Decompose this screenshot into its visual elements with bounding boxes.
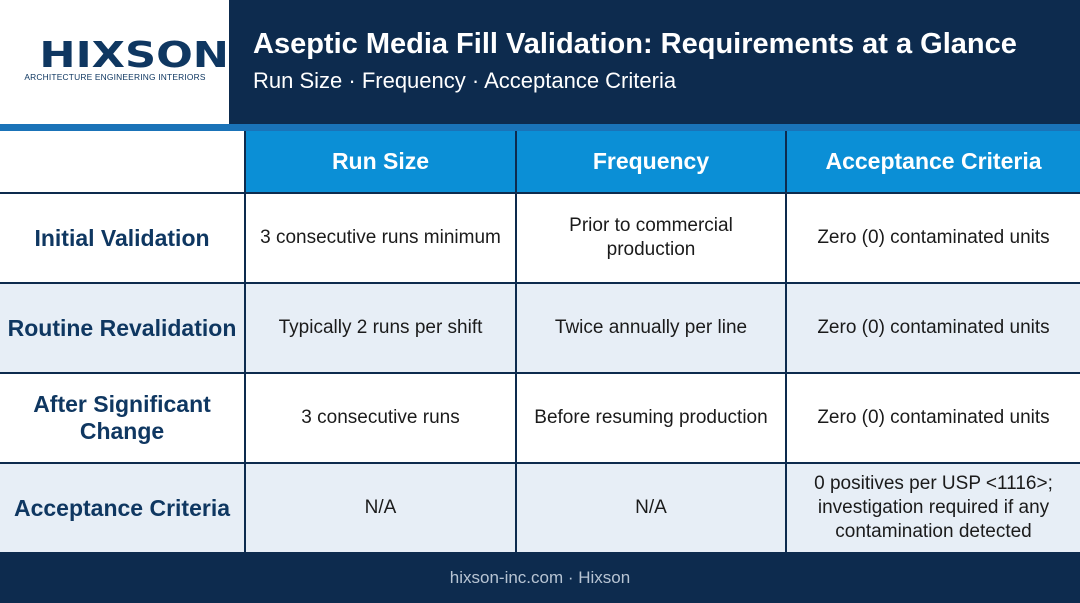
column-header-acceptance: Acceptance Criteria	[787, 131, 1080, 194]
hixson-logo: HIXSON	[39, 35, 229, 76]
run-size-cell: 3 consecutive runs	[246, 374, 517, 464]
frequency-cell: Twice annually per line	[517, 284, 787, 374]
frequency-cell: Before resuming production	[517, 374, 787, 464]
footer-text: hixson-inc.com · Hixson	[449, 567, 631, 587]
table-row: Routine Revalidation Typically 2 runs pe…	[0, 284, 1080, 374]
logo-tagline: ARCHITECTURE ENGINEERING INTERIORS	[24, 72, 206, 82]
run-size-cell: Typically 2 runs per shift	[246, 284, 517, 374]
run-size-cell: 3 consecutive runs minimum	[246, 194, 517, 284]
column-header-run-size: Run Size	[246, 131, 517, 194]
row-label: After Significant Change	[0, 374, 246, 464]
acceptance-cell: Zero (0) contaminated units	[787, 374, 1080, 464]
column-header-frequency: Frequency	[517, 131, 787, 194]
column-header-empty	[0, 131, 246, 194]
row-label: Initial Validation	[0, 194, 246, 284]
logo-panel: HIXSON ARCHITECTURE ENGINEERING INTERIOR…	[0, 0, 229, 124]
run-size-cell: N/A	[246, 464, 517, 552]
accent-divider	[0, 124, 1080, 131]
table-row: Acceptance Criteria N/A N/A 0 positives …	[0, 464, 1080, 552]
acceptance-cell: Zero (0) contaminated units	[787, 284, 1080, 374]
row-label: Routine Revalidation	[0, 284, 246, 374]
requirements-table: Run Size Frequency Acceptance Criteria I…	[0, 131, 1080, 552]
acceptance-cell: 0 positives per USP <1116>; investigatio…	[787, 464, 1080, 552]
table-row: Initial Validation 3 consecutive runs mi…	[0, 194, 1080, 284]
acceptance-cell: Zero (0) contaminated units	[787, 194, 1080, 284]
table-row: After Significant Change 3 consecutive r…	[0, 374, 1080, 464]
page-title: Aseptic Media Fill Validation: Requireme…	[253, 28, 1017, 60]
frequency-cell: N/A	[517, 464, 787, 552]
header-banner: HIXSON ARCHITECTURE ENGINEERING INTERIOR…	[0, 0, 1080, 124]
frequency-cell: Prior to commercial production	[517, 194, 787, 284]
page-subtitle: Run Size · Frequency · Acceptance Criter…	[253, 68, 677, 93]
footer-bar: hixson-inc.com · Hixson	[0, 552, 1080, 603]
table-header-row: Run Size Frequency Acceptance Criteria	[0, 131, 1080, 194]
row-label: Acceptance Criteria	[0, 464, 246, 552]
